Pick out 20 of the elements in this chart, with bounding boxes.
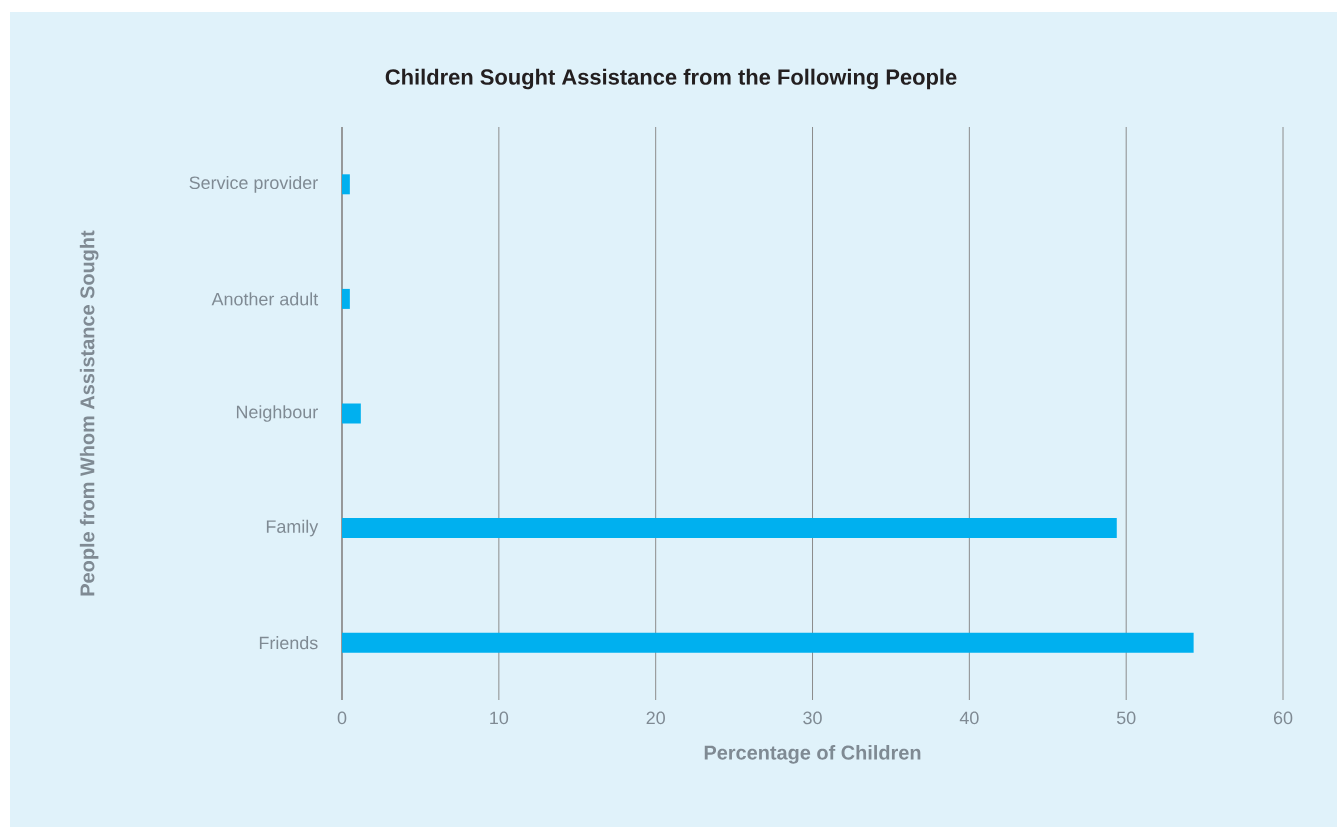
x-tick-label: 30 <box>803 711 822 725</box>
y-tick-label: Friends <box>259 636 318 650</box>
chart-title: Children Sought Assistance from the Following People <box>385 68 957 90</box>
y-tick-label: Service provider <box>189 175 318 193</box>
x-tick-label: 0 <box>337 711 347 725</box>
y-tick-label: Another adult <box>211 292 319 306</box>
bar <box>342 632 1194 653</box>
bar <box>342 174 350 195</box>
x-tick-label: 50 <box>1116 711 1136 725</box>
bar <box>342 288 350 309</box>
x-tick-label: 40 <box>959 711 979 725</box>
x-axis-title: Percentage of Children <box>704 745 921 764</box>
x-tick-label: 60 <box>1273 711 1293 725</box>
bar <box>342 403 361 424</box>
x-tick-label: 10 <box>490 711 509 725</box>
y-tick-label: Neighbour <box>236 405 318 422</box>
bar <box>342 518 1117 539</box>
y-axis-title: People from Whom Assistance Sought <box>79 230 99 596</box>
x-tick-label: 20 <box>646 711 665 725</box>
y-tick-label: Family <box>266 519 319 537</box>
